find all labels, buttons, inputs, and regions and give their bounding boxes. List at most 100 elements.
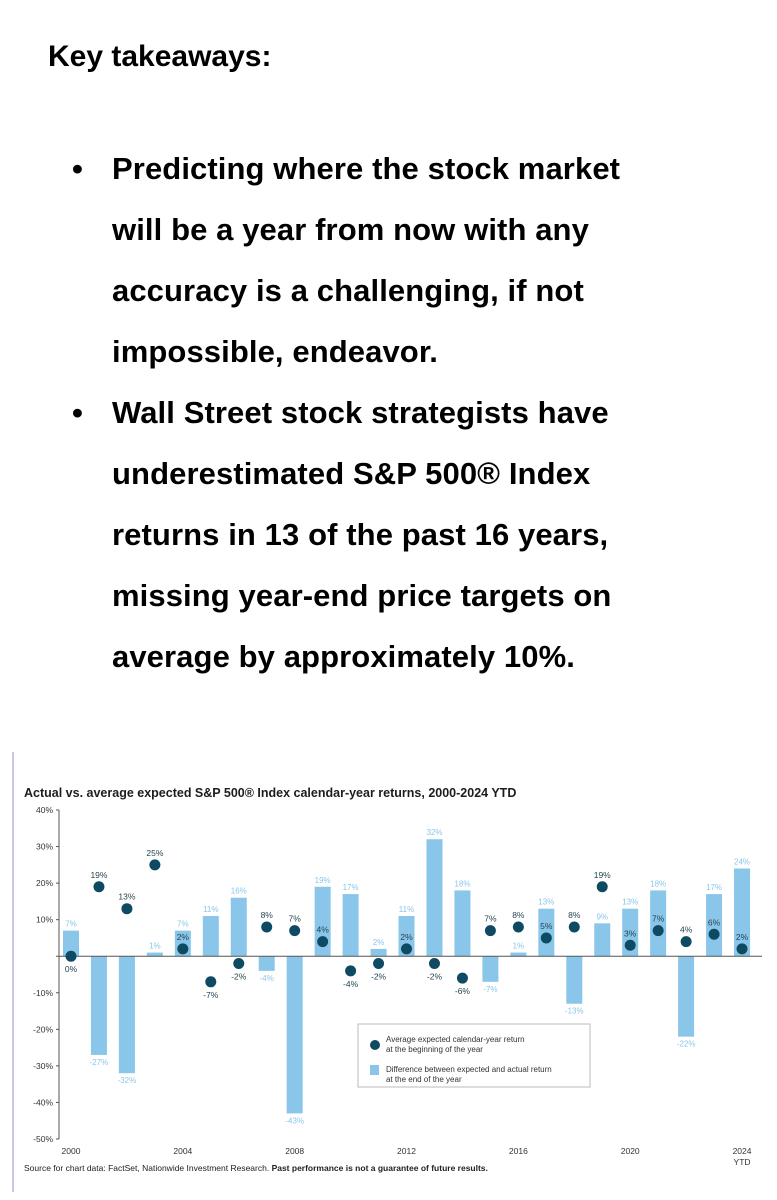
bullet-icon: •: [72, 395, 83, 430]
bar: [146, 952, 163, 957]
disclaimer-text: Past performance is not a guarantee of f…: [272, 1163, 488, 1173]
bar-label: 11%: [399, 905, 414, 914]
bar-label: -7%: [483, 985, 497, 994]
bar-label: -13%: [565, 1007, 584, 1016]
legend-dot-label: Average expected calendar-year return: [386, 1035, 525, 1044]
heading: Key takeaways:: [48, 40, 272, 73]
takeaway-line: returns in 13 of the past 16 years,: [112, 517, 609, 552]
dot: [317, 936, 329, 948]
dot: [261, 921, 273, 933]
bar-label: 17%: [343, 883, 359, 892]
bar-label: 32%: [426, 828, 442, 837]
dot: [177, 943, 189, 955]
takeaway-line: accuracy is a challenging, if not: [112, 273, 584, 308]
y-tick-label: -50%: [33, 1134, 53, 1144]
bar: [706, 894, 723, 957]
bar-label: -4%: [260, 974, 274, 983]
x-tick-label: 2004: [173, 1146, 192, 1156]
bar-label: 11%: [203, 905, 218, 914]
legend-bar-label: at the end of the year: [386, 1075, 462, 1084]
legend-bar-icon: [370, 1065, 379, 1075]
dot: [736, 943, 748, 955]
bar-label: 24%: [734, 857, 750, 866]
bar-label: 13%: [622, 898, 638, 907]
dot-label: -2%: [231, 972, 247, 982]
dot-label: 19%: [594, 870, 611, 880]
dot: [540, 932, 552, 944]
dot-label: -2%: [371, 972, 387, 982]
bar-label: 7%: [65, 920, 77, 929]
dot-label: 2%: [177, 932, 190, 942]
dot-label: 13%: [118, 892, 135, 902]
bar-label: -32%: [118, 1076, 137, 1085]
dot: [345, 965, 357, 977]
takeaway-line: average by approximately 10%.: [112, 639, 575, 674]
dot: [456, 972, 468, 984]
dot: [65, 950, 77, 962]
y-tick-label: -10%: [33, 988, 53, 998]
bar-label: -27%: [90, 1058, 109, 1067]
bar-label: 16%: [231, 887, 247, 896]
source-text: Source for chart data: FactSet, Nationwi…: [24, 1163, 272, 1173]
dot-label: -6%: [455, 986, 471, 996]
dot: [93, 881, 105, 893]
dot: [205, 976, 217, 988]
bar: [510, 952, 527, 957]
dot-label: 8%: [512, 910, 525, 920]
dot: [652, 925, 664, 937]
bar: [202, 916, 219, 957]
dot-label: -4%: [343, 979, 359, 989]
legend-bar-label: Difference between expected and actual r…: [386, 1065, 552, 1074]
takeaways-list: • Predicting where the stock market will b…: [0, 138, 712, 687]
bar-label: 19%: [315, 876, 331, 885]
x-tick-label: 2016: [509, 1146, 528, 1156]
dot: [149, 859, 161, 871]
bar: [63, 930, 79, 957]
bar: [734, 868, 751, 957]
dot: [401, 943, 413, 955]
bar-label: 13%: [538, 898, 554, 907]
x-tick-label: 2024: [733, 1146, 752, 1156]
dot: [484, 925, 496, 937]
y-tick-label: -40%: [33, 1097, 53, 1107]
dot-label: 6%: [708, 917, 721, 927]
bullet-icon: •: [72, 151, 83, 186]
bar: [258, 956, 275, 971]
x-tick-label: 2008: [285, 1146, 304, 1156]
takeaway-item: • Predicting where the stock market will b…: [72, 138, 712, 382]
dot: [373, 958, 385, 970]
takeaway-item: • Wall Street stock strategists have under…: [72, 382, 712, 687]
dot: [596, 881, 608, 893]
legend-box: [357, 1023, 591, 1088]
bar-label: 18%: [650, 879, 666, 888]
chart-title: Actual vs. average expected S&P 500® Ind…: [24, 786, 516, 800]
dot: [568, 921, 580, 933]
bar-label: 2%: [373, 938, 385, 947]
dot-label: 25%: [146, 848, 163, 858]
takeaway-line: missing year-end price targets on: [112, 578, 612, 613]
dot-label: 7%: [652, 914, 665, 924]
dot: [708, 928, 720, 940]
takeaway-line: Predicting where the stock market: [112, 151, 621, 186]
bar: [370, 948, 387, 957]
dot-label: 3%: [624, 928, 637, 938]
takeaway-line: impossible, endeavor.: [112, 334, 438, 369]
legend-dot-icon: [370, 1040, 380, 1050]
bar: [482, 956, 499, 982]
bar-label: -43%: [285, 1116, 304, 1125]
bar: [650, 890, 667, 957]
x-tick-label: 2000: [62, 1146, 81, 1156]
y-tick-label: 30%: [36, 842, 53, 852]
bar: [426, 839, 443, 957]
bar-label: 17%: [706, 883, 722, 892]
dot-label: 2%: [736, 932, 749, 942]
x-tick-label: 2020: [621, 1146, 640, 1156]
bar: [90, 956, 107, 1055]
bar: [594, 923, 611, 957]
bar: [286, 956, 303, 1114]
bar-label: 18%: [454, 879, 470, 888]
dot-label: 8%: [261, 910, 274, 920]
bar-label: -22%: [677, 1040, 696, 1049]
dot: [121, 903, 133, 915]
dot-label: 7%: [484, 914, 497, 924]
